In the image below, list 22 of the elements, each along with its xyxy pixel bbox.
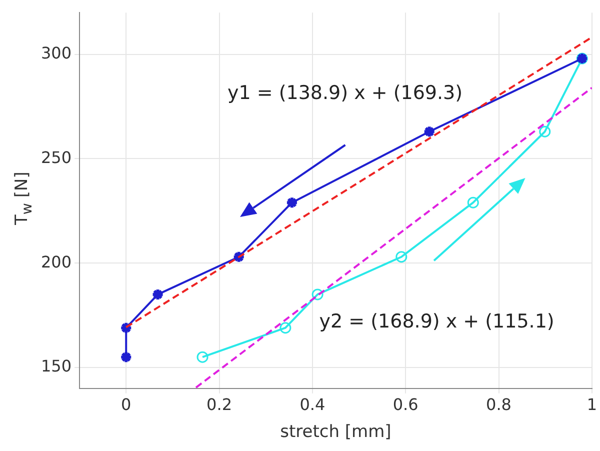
y-tick-label: 300 <box>40 44 72 63</box>
annotation: y2 = (168.9) x + (115.1) <box>319 310 554 333</box>
x-axis-title: stretch [mm] <box>280 422 392 442</box>
point <box>285 196 298 210</box>
x-tick-label: 0.4 <box>300 395 326 414</box>
x-tick-label: 0.8 <box>486 395 512 414</box>
y-tick-label: 250 <box>40 148 72 167</box>
point <box>396 251 408 263</box>
point <box>312 288 324 300</box>
x-tick-label: 0 <box>121 395 132 414</box>
point <box>422 125 436 138</box>
x-tick-label: 0.2 <box>206 395 232 414</box>
point <box>151 288 164 301</box>
y-tick-label: 150 <box>40 356 72 376</box>
x-tick-label: 1 <box>586 395 598 414</box>
x-tick-label: 0.6 <box>392 395 418 414</box>
point <box>467 196 479 208</box>
y-tick-label: 200 <box>40 252 72 272</box>
point <box>280 322 292 334</box>
point <box>196 351 208 363</box>
point <box>539 126 551 138</box>
annotation: y1 = (138.9) x + (169.3) <box>228 82 463 104</box>
